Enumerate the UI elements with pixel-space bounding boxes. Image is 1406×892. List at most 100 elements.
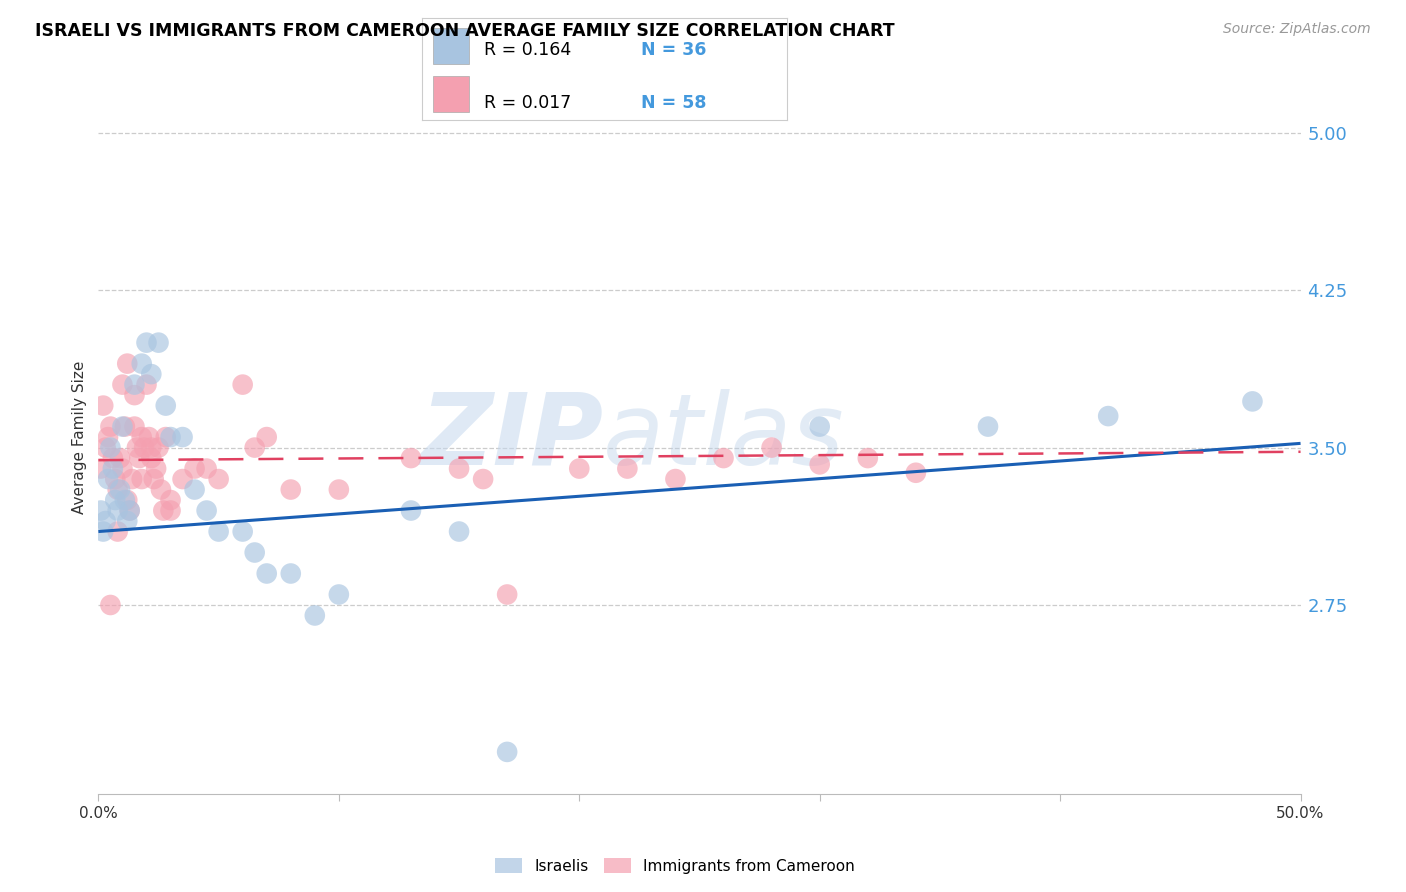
Text: ZIP: ZIP: [420, 389, 603, 485]
Point: [114, 419, 136, 434]
Point: [108, 451, 131, 466]
Point: [1097, 409, 1119, 423]
Point: [328, 587, 350, 601]
Point: [125, 441, 148, 455]
Point: [664, 472, 686, 486]
Point: [155, 399, 177, 413]
Point: [183, 461, 205, 475]
Point: [100, 598, 122, 612]
Point: [195, 503, 218, 517]
Point: [141, 441, 163, 455]
Point: [104, 493, 127, 508]
Point: [568, 461, 591, 475]
Point: [91, 524, 114, 539]
Point: [208, 472, 231, 486]
Point: [713, 451, 735, 466]
Point: [131, 472, 153, 486]
Point: [159, 493, 181, 508]
Point: [447, 461, 470, 475]
Point: [280, 566, 302, 581]
Point: [328, 483, 350, 497]
Point: [141, 367, 163, 381]
Point: [118, 503, 141, 517]
Point: [145, 461, 167, 475]
Point: [496, 587, 519, 601]
Text: R = 0.164: R = 0.164: [484, 41, 571, 59]
Point: [135, 377, 157, 392]
Point: [121, 472, 143, 486]
Point: [91, 399, 114, 413]
Point: [304, 608, 326, 623]
Point: [148, 335, 170, 350]
Point: [107, 524, 129, 539]
Point: [107, 503, 129, 517]
Point: [172, 430, 194, 444]
Point: [117, 493, 139, 508]
Point: [256, 566, 278, 581]
Point: [90, 503, 112, 517]
Point: [124, 388, 146, 402]
Point: [100, 441, 122, 455]
Legend: Israelis, Immigrants from Cameroon: Israelis, Immigrants from Cameroon: [488, 852, 862, 880]
Point: [399, 503, 422, 517]
Point: [172, 472, 194, 486]
Point: [808, 458, 831, 472]
Text: N = 36: N = 36: [641, 41, 706, 59]
Text: N = 58: N = 58: [641, 95, 707, 112]
Point: [159, 430, 181, 444]
Point: [128, 451, 150, 466]
Point: [97, 472, 120, 486]
Point: [195, 461, 218, 475]
Point: [141, 451, 163, 466]
Point: [761, 441, 783, 455]
Point: [232, 524, 254, 539]
Point: [107, 483, 129, 497]
Point: [124, 377, 146, 392]
FancyBboxPatch shape: [433, 77, 470, 112]
Point: [232, 377, 254, 392]
Point: [1241, 394, 1264, 409]
Point: [100, 419, 122, 434]
Point: [155, 430, 177, 444]
Point: [97, 430, 120, 444]
Point: [138, 430, 160, 444]
Point: [904, 466, 927, 480]
Point: [243, 545, 266, 559]
Point: [94, 514, 117, 528]
Point: [616, 461, 638, 475]
Point: [243, 441, 266, 455]
Point: [280, 483, 302, 497]
Point: [111, 461, 134, 475]
Y-axis label: Average Family Size: Average Family Size: [72, 360, 87, 514]
Point: [152, 503, 174, 517]
Text: Source: ZipAtlas.com: Source: ZipAtlas.com: [1223, 22, 1371, 37]
Point: [132, 441, 155, 455]
Point: [118, 503, 141, 517]
Point: [856, 451, 879, 466]
Point: [117, 357, 139, 371]
Point: [148, 441, 170, 455]
Text: atlas: atlas: [603, 389, 845, 485]
Point: [117, 514, 139, 528]
Point: [114, 493, 136, 508]
Point: [101, 461, 124, 475]
Point: [111, 377, 134, 392]
Point: [108, 483, 131, 497]
Point: [447, 524, 470, 539]
Point: [142, 472, 165, 486]
Point: [124, 419, 146, 434]
Point: [94, 441, 117, 455]
Point: [256, 430, 278, 444]
Point: [111, 419, 134, 434]
Point: [101, 451, 124, 466]
Point: [135, 335, 157, 350]
Point: [977, 419, 1000, 434]
Point: [131, 430, 153, 444]
Point: [104, 472, 127, 486]
Point: [149, 483, 172, 497]
Point: [399, 451, 422, 466]
Point: [183, 483, 205, 497]
Text: R = 0.017: R = 0.017: [484, 95, 571, 112]
Point: [159, 503, 181, 517]
Point: [208, 524, 231, 539]
